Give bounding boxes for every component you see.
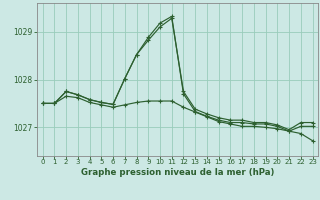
X-axis label: Graphe pression niveau de la mer (hPa): Graphe pression niveau de la mer (hPa) [81,168,274,177]
